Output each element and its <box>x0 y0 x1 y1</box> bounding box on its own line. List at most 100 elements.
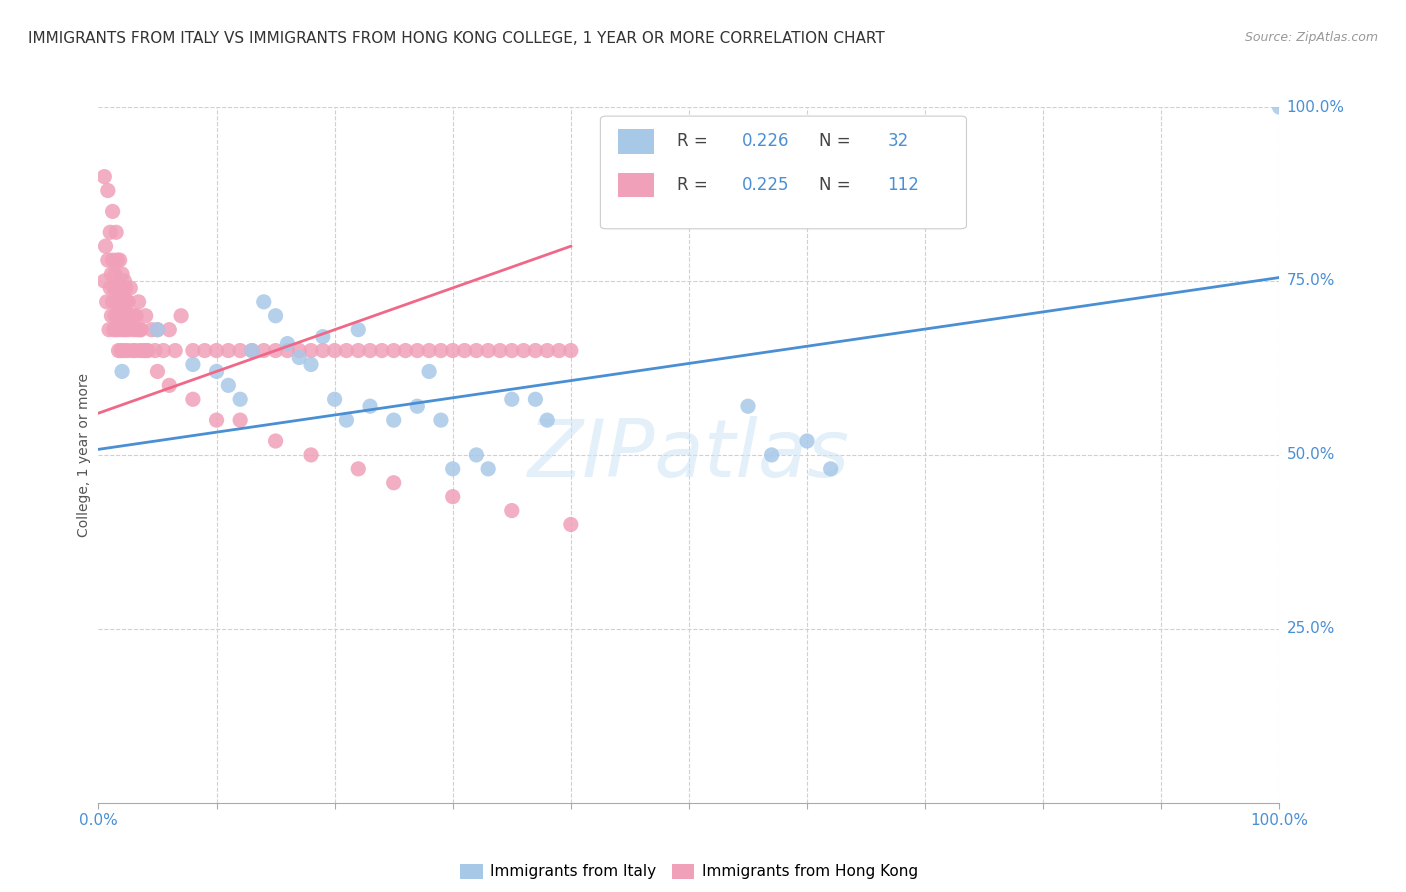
Point <box>323 392 346 407</box>
Point <box>108 323 131 337</box>
Text: 25.0%: 25.0% <box>1286 622 1334 636</box>
Point <box>299 358 322 372</box>
Point <box>217 378 239 392</box>
Point <box>229 413 252 427</box>
Point <box>157 323 180 337</box>
Point <box>501 503 523 517</box>
Y-axis label: College, 1 year or more: College, 1 year or more <box>77 373 91 537</box>
Bar <box>619 173 654 197</box>
Point <box>114 281 136 295</box>
Point <box>125 309 148 323</box>
Point <box>101 253 124 268</box>
Point <box>217 343 239 358</box>
Point <box>205 343 228 358</box>
Point <box>146 323 169 337</box>
Point <box>117 343 139 358</box>
Point <box>229 343 252 358</box>
Point <box>347 462 370 476</box>
Point <box>394 343 416 358</box>
Point <box>112 343 135 358</box>
Point <box>536 413 558 427</box>
Point <box>112 323 135 337</box>
Point <box>288 351 311 365</box>
Point <box>820 462 842 476</box>
Point <box>152 343 174 358</box>
Point <box>253 294 276 309</box>
Point <box>205 413 228 427</box>
Point <box>181 358 204 372</box>
Point <box>117 294 139 309</box>
Point <box>276 343 298 358</box>
Point <box>359 343 381 358</box>
Text: IMMIGRANTS FROM ITALY VS IMMIGRANTS FROM HONG KONG COLLEGE, 1 YEAR OR MORE CORRE: IMMIGRANTS FROM ITALY VS IMMIGRANTS FROM… <box>28 31 884 46</box>
Point <box>143 343 166 358</box>
Point <box>240 343 263 358</box>
Point <box>136 343 159 358</box>
Point <box>406 343 429 358</box>
Point <box>560 343 582 358</box>
Point <box>157 378 180 392</box>
Text: N =: N = <box>818 132 856 150</box>
Point <box>104 267 127 281</box>
Point <box>382 343 405 358</box>
Point <box>465 448 488 462</box>
Text: Source: ZipAtlas.com: Source: ZipAtlas.com <box>1244 31 1378 45</box>
Text: N =: N = <box>818 176 856 194</box>
Point <box>406 399 429 413</box>
Point <box>101 204 124 219</box>
Point <box>105 253 128 268</box>
Point <box>276 336 298 351</box>
Point <box>430 343 453 358</box>
Point <box>120 281 142 295</box>
Point <box>100 309 122 323</box>
FancyBboxPatch shape <box>600 116 966 229</box>
Point <box>108 253 131 268</box>
Point <box>122 323 145 337</box>
Point <box>105 225 128 239</box>
Bar <box>619 129 654 153</box>
Point <box>112 281 135 295</box>
Point <box>453 343 475 358</box>
Point <box>141 323 163 337</box>
Point <box>264 343 287 358</box>
Point <box>371 343 394 358</box>
Point <box>465 343 488 358</box>
Point <box>121 309 143 323</box>
Point <box>501 343 523 358</box>
Point <box>441 343 464 358</box>
Point <box>135 309 157 323</box>
Point <box>382 413 405 427</box>
Point <box>170 309 193 323</box>
Point <box>1268 100 1291 114</box>
Point <box>114 323 136 337</box>
Point <box>97 253 120 268</box>
Point <box>98 323 121 337</box>
Point <box>288 343 311 358</box>
Point <box>205 364 228 378</box>
Point <box>165 343 187 358</box>
Point <box>146 323 169 337</box>
Point <box>118 323 141 337</box>
Point <box>112 294 135 309</box>
Text: 0.226: 0.226 <box>742 132 790 150</box>
Point <box>94 239 117 253</box>
Point <box>312 343 335 358</box>
Point <box>110 294 132 309</box>
Point <box>98 225 121 239</box>
Point <box>323 343 346 358</box>
Point <box>128 343 150 358</box>
Point <box>115 309 138 323</box>
Point <box>335 413 357 427</box>
Point <box>117 294 139 309</box>
Point <box>253 343 276 358</box>
Point <box>501 392 523 407</box>
Point <box>104 309 127 323</box>
Point <box>181 392 204 407</box>
Point <box>93 274 115 288</box>
Text: R =: R = <box>678 176 713 194</box>
Point <box>111 267 134 281</box>
Point <box>103 323 125 337</box>
Point <box>111 364 134 378</box>
Point <box>100 267 122 281</box>
Point <box>382 475 405 490</box>
